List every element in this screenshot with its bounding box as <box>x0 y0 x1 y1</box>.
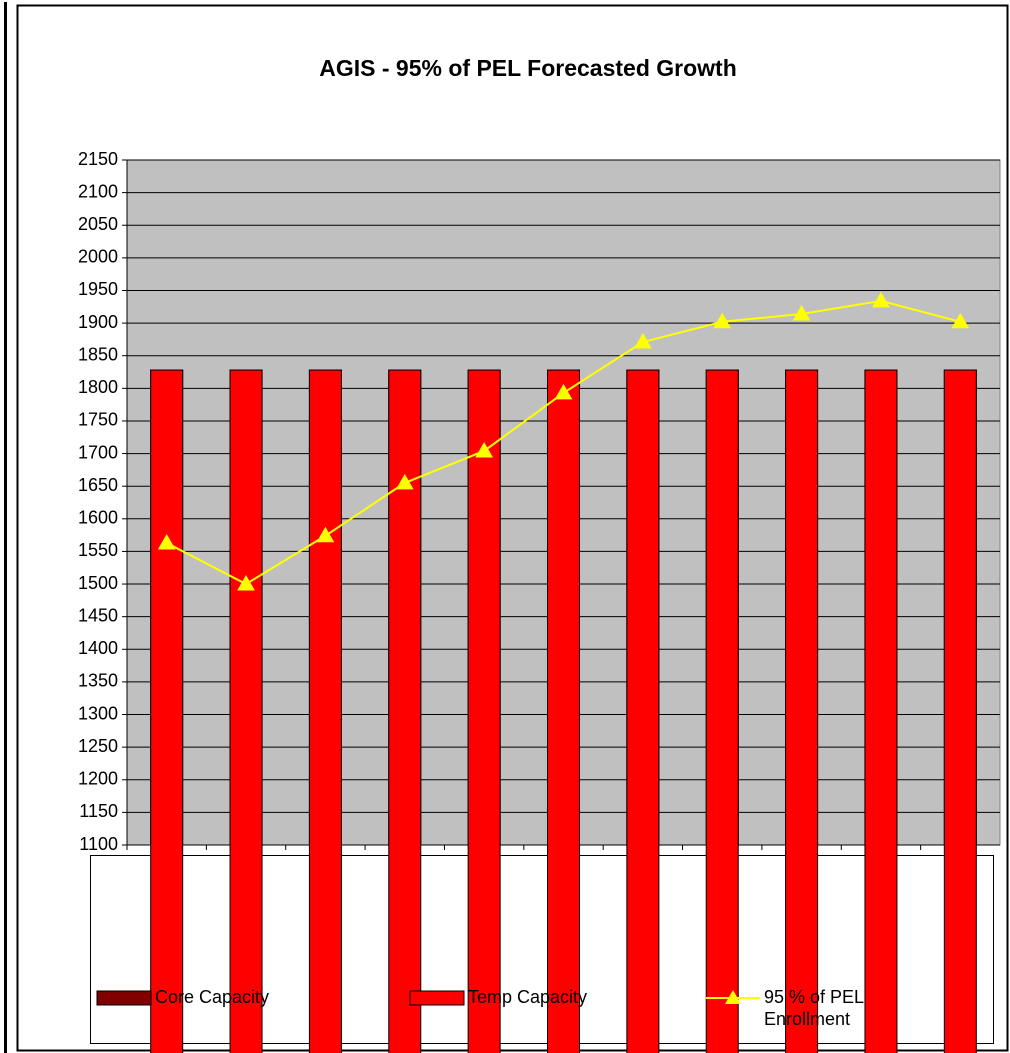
legend-marker <box>725 990 741 1004</box>
y-tick-label: 1800 <box>78 377 118 397</box>
y-tick-label: 1600 <box>78 508 118 528</box>
y-tick-label: 2050 <box>78 214 118 234</box>
y-tick-label: 1850 <box>78 344 118 364</box>
bar <box>864 369 898 1053</box>
marker <box>475 441 493 458</box>
y-tick-label: 2100 <box>78 181 118 201</box>
y-tick-label: 1550 <box>78 540 118 560</box>
y-tick-label: 1400 <box>78 638 118 658</box>
y-tick-label: 1650 <box>78 475 118 495</box>
y-tick-label: 1350 <box>78 671 118 691</box>
bar <box>943 369 977 1053</box>
legend-label-box: 95 % of PEL Enrollment <box>764 987 864 1029</box>
bar <box>388 369 422 1053</box>
y-tick-label: 1150 <box>79 801 118 821</box>
legend-label-box: Temp Capacity <box>468 987 588 1007</box>
left-edge <box>4 2 7 1053</box>
marker <box>237 575 255 591</box>
y-tick-label: 1300 <box>78 703 118 723</box>
marker <box>157 533 176 550</box>
y-tick-label: 1750 <box>78 410 118 430</box>
y-tick-label: 1900 <box>78 312 118 332</box>
legend-label: Core Capacity <box>155 987 270 1007</box>
marker <box>634 333 652 349</box>
bar <box>547 369 580 1053</box>
y-tick-label: 1450 <box>78 605 118 625</box>
bar <box>150 369 184 1053</box>
legend-label: Temp Capacity <box>468 987 588 1007</box>
bar <box>467 369 501 1053</box>
y-tick-label: 2000 <box>78 247 118 267</box>
marker <box>316 526 335 543</box>
bar <box>785 369 819 1053</box>
bar <box>626 369 660 1053</box>
y-tick-label: 1250 <box>78 736 118 756</box>
marker <box>792 304 811 321</box>
y-tick-label: 1500 <box>78 573 118 593</box>
y-tick-label: 1200 <box>78 769 118 789</box>
marker <box>395 473 414 490</box>
legend-label: 95 % of PEL Enrollment <box>764 987 864 1029</box>
y-tick-label: 2150 <box>78 149 118 169</box>
marker <box>554 383 573 400</box>
legend-swatch <box>409 990 465 1006</box>
bar <box>308 369 342 1053</box>
chart-title: AGIS - 95% of PEL Forecasted Growth <box>319 55 737 81</box>
marker <box>951 312 970 329</box>
legend-swatch <box>96 990 152 1006</box>
y-tick-label: 1700 <box>78 442 118 462</box>
y-tick-label: 1950 <box>78 279 118 299</box>
marker <box>872 291 890 308</box>
bar <box>229 369 263 1053</box>
marker <box>713 312 732 329</box>
y-tick-label: 1100 <box>79 834 118 854</box>
bar <box>705 369 739 1053</box>
legend-label-box: Core Capacity <box>155 987 270 1007</box>
